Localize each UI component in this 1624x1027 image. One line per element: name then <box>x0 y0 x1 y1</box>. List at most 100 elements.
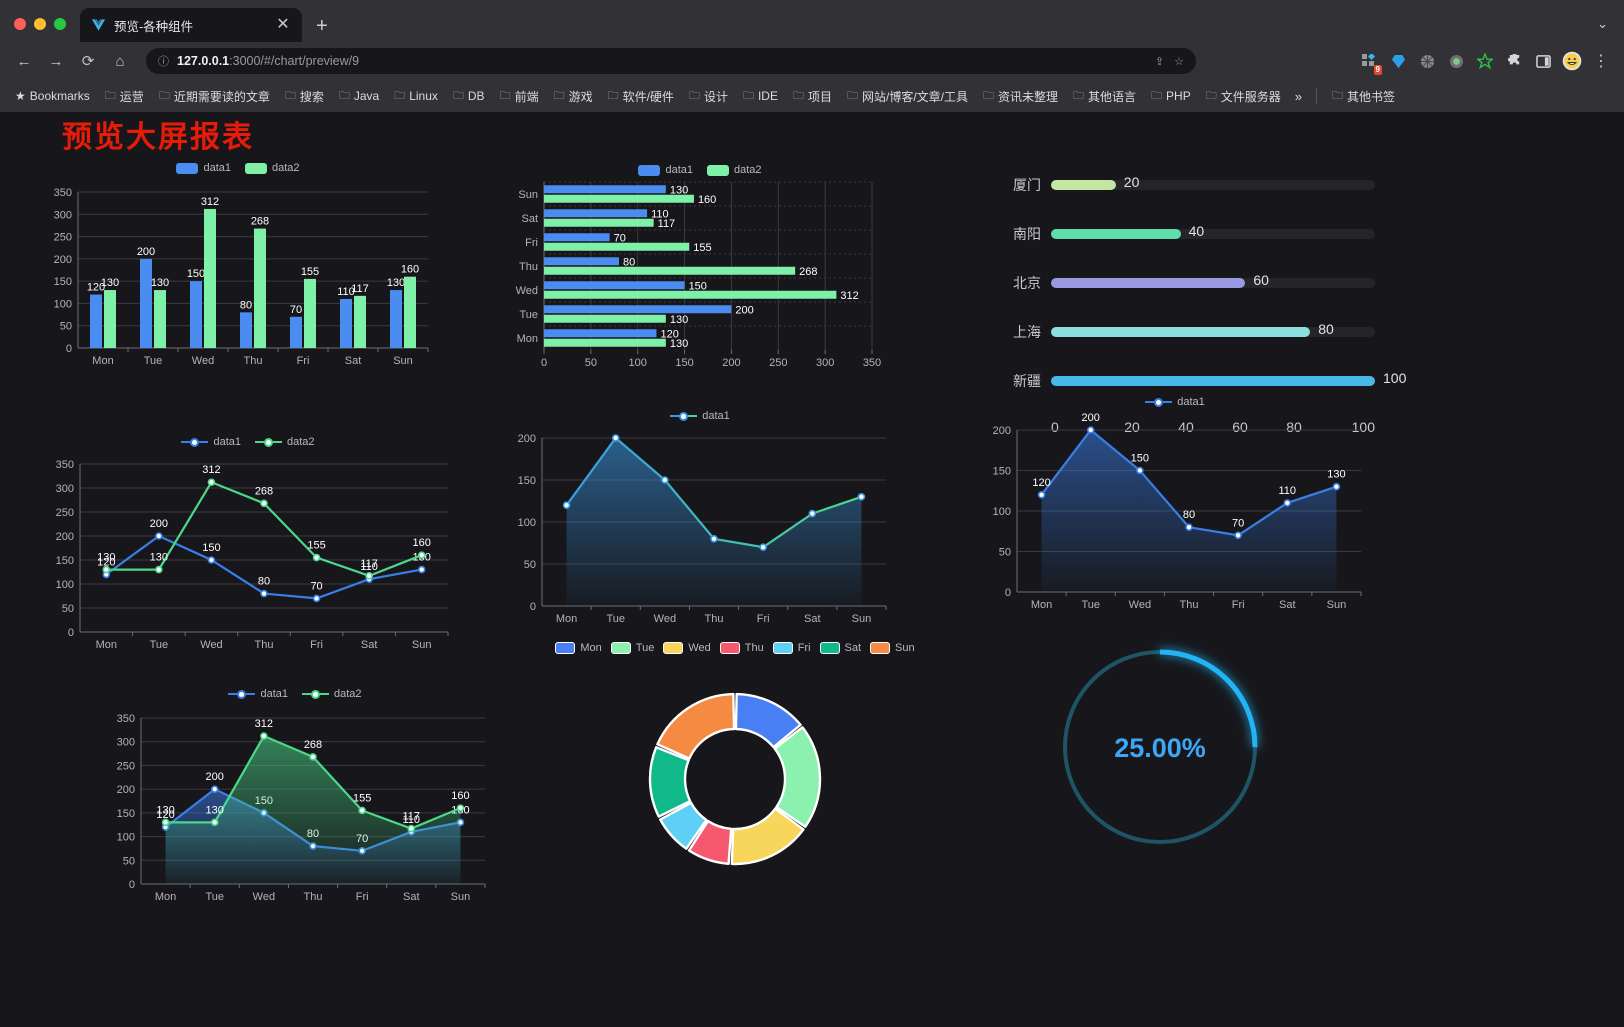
chart-legend[interactable]: data1 data2 <box>38 430 458 448</box>
legend-item-data2[interactable]: data2 <box>255 436 315 448</box>
bookmark-folder[interactable]: 🗀 PHP <box>1146 85 1196 108</box>
new-tab-button[interactable]: + <box>316 15 328 37</box>
share-icon[interactable]: ⇪ <box>1154 55 1165 68</box>
puzzle-icon[interactable] <box>1501 48 1527 74</box>
chart-line-smooth[interactable]: data1 0 50 100 150 200 Mon Tue Wed Thu Fri Sat Sun <box>500 404 900 644</box>
side-panel-icon[interactable] <box>1530 48 1556 74</box>
legend-item-data1[interactable]: data1 <box>228 688 288 700</box>
bookmark-folder[interactable]: 🗀 网站/博客/文章/工具 <box>842 85 973 108</box>
address-bar[interactable]: ⓘ 127.0.0.1:3000/#/chart/preview/9 ⇪ ☆ <box>146 48 1196 74</box>
svg-text:Sun: Sun <box>451 891 471 903</box>
legend-item-data2[interactable]: data2 <box>245 162 300 174</box>
profile-avatar-icon[interactable] <box>1559 48 1585 74</box>
bookmarks-overflow-button[interactable]: » <box>1294 88 1302 104</box>
bookmark-folder[interactable]: 🗀 Linux <box>389 85 443 108</box>
legend-swatch <box>176 162 199 174</box>
svg-text:Tue: Tue <box>519 309 538 321</box>
progress-row[interactable]: 厦门 20 <box>995 174 1375 195</box>
svg-text:350: 350 <box>863 357 881 369</box>
bookmark-folder[interactable]: 🗀 IDE <box>738 85 783 108</box>
window-expand-chevron-icon[interactable]: ⌄ <box>1597 16 1608 31</box>
svg-text:Sun: Sun <box>393 355 413 367</box>
legend-item-data2[interactable]: data2 <box>707 164 762 176</box>
legend-item-data1[interactable]: data1 <box>176 162 231 174</box>
minimize-window-button[interactable] <box>34 18 46 30</box>
chart-line-dual[interactable]: data1 data2 0 50 100 150 200 250 300 350 Mon Tue W… <box>38 430 458 670</box>
bookmark-label: DB <box>467 89 485 103</box>
progress-row[interactable]: 上海 80 <box>995 321 1375 342</box>
chart-legend[interactable]: data1 data2 <box>38 154 438 174</box>
bookmark-folder[interactable]: 🗀 软件/硬件 <box>603 85 679 108</box>
svg-text:155: 155 <box>353 792 371 804</box>
legend-item-data1[interactable]: data1 <box>181 436 241 448</box>
progress-row[interactable]: 南阳 40 <box>995 223 1375 244</box>
chart-progress-bars[interactable]: 厦门 20 南阳 40 北京 60 上海 80 新疆 100 0 20 40 60 80 100 <box>995 160 1406 436</box>
legend-item-data1[interactable]: data1 <box>638 164 693 176</box>
bookmark-folder[interactable]: 🗀 设计 <box>684 85 733 108</box>
bookmark-folder[interactable]: 🗀 Java <box>334 85 384 108</box>
legend-item-wed[interactable]: Wed <box>663 642 711 654</box>
home-button[interactable]: ⌂ <box>115 52 125 70</box>
window-controls[interactable] <box>0 18 80 42</box>
bookmark-star-icon[interactable]: ☆ <box>1174 55 1184 68</box>
legend-item-fri[interactable]: Fri <box>772 642 811 654</box>
globe-gear-icon[interactable] <box>1414 48 1440 74</box>
bookmark-folder[interactable]: 🗀 前端 <box>495 85 544 108</box>
legend-item-sat[interactable]: Sat <box>819 642 861 654</box>
chart-gauge[interactable]: 25.00% <box>1040 632 1280 882</box>
chart-donut[interactable]: Mon Tue Wed Thu Fri Sat Sun <box>520 642 950 932</box>
maximize-window-button[interactable] <box>54 18 66 30</box>
bookmark-folder[interactable]: 🗀 运营 <box>100 85 149 108</box>
bookmark-folder[interactable]: 🗀 文件服务器 <box>1201 85 1286 108</box>
extensions-grid-icon[interactable]: 9 <box>1356 48 1382 75</box>
bookmark-folder[interactable]: 🗀 其他语言 <box>1068 85 1141 108</box>
svg-text:160: 160 <box>413 537 431 549</box>
bookmark-folder[interactable]: 🗀 搜索 <box>280 85 329 108</box>
progress-row[interactable]: 北京 60 <box>995 272 1375 293</box>
chart-legend[interactable]: data1 data2 <box>95 682 495 700</box>
other-bookmarks-folder[interactable]: 🗀 其他书签 <box>1327 85 1400 108</box>
chart-legend[interactable]: data1 <box>500 404 900 422</box>
browser-tab[interactable]: 预览-各种组件 ✕ <box>80 8 302 42</box>
chart-legend[interactable]: data1 <box>975 390 1375 408</box>
bookmark-folder[interactable]: 🗀 近期需要读的文章 <box>154 85 275 108</box>
site-info-icon[interactable]: ⓘ <box>158 56 169 68</box>
green-star-icon[interactable] <box>1472 48 1498 74</box>
chart-area-single[interactable]: data1 0 50 100 150 200 Mon Tue Wed Thu Fri Sat Sun 1… <box>975 390 1375 630</box>
circle-icon[interactable] <box>1443 48 1469 74</box>
forward-button[interactable]: → <box>48 52 64 70</box>
chart-bar-vertical[interactable]: data1 data2 0 50 100 150 200 250 300 350 Mon 120 1… <box>38 154 438 384</box>
legend-item-thu[interactable]: Thu <box>719 642 764 654</box>
legend-item-data1[interactable]: data1 <box>670 410 730 422</box>
svg-text:Tue: Tue <box>144 355 163 367</box>
chart-area-dual[interactable]: data1 data2 0 50 100 150 200 250 300 350 Mon Tue W… <box>95 682 495 922</box>
legend-item-sun[interactable]: Sun <box>870 642 915 654</box>
progress-track[interactable]: 20 <box>1051 174 1375 190</box>
chart-legend[interactable]: data1 data2 <box>500 156 900 176</box>
legend-item-data2[interactable]: data2 <box>302 688 362 700</box>
progress-row[interactable]: 新疆 100 <box>995 370 1406 391</box>
close-window-button[interactable] <box>14 18 26 30</box>
bookmarks-root[interactable]: ★ Bookmarks <box>10 87 95 105</box>
bookmark-folder[interactable]: 🗀 资讯未整理 <box>978 85 1063 108</box>
legend-item-tue[interactable]: Tue <box>610 642 654 654</box>
vue-logo-icon <box>90 17 106 33</box>
progress-track[interactable]: 80 <box>1051 321 1375 337</box>
chart-legend[interactable]: Mon Tue Wed Thu Fri Sat Sun <box>520 642 950 654</box>
svg-text:120: 120 <box>660 328 678 340</box>
svg-text:Mon: Mon <box>155 891 176 903</box>
bookmark-folder[interactable]: 🗀 DB <box>448 85 490 108</box>
diamond-icon[interactable] <box>1385 48 1411 74</box>
reload-button[interactable]: ⟳ <box>81 53 95 70</box>
legend-item-data1[interactable]: data1 <box>1145 396 1205 408</box>
legend-item-mon[interactable]: Mon <box>555 642 602 654</box>
bookmark-folder[interactable]: 🗀 游戏 <box>549 85 598 108</box>
progress-track[interactable]: 100 <box>1051 370 1406 386</box>
chart-bar-horizontal[interactable]: data1 data2 0 50 100 150 200 250 300 350 Sun 130 1… <box>500 156 900 386</box>
bookmark-folder[interactable]: 🗀 项目 <box>788 85 837 108</box>
progress-track[interactable]: 40 <box>1051 223 1375 239</box>
kebab-menu-icon[interactable]: ⋮ <box>1593 53 1609 70</box>
back-button[interactable]: ← <box>16 52 32 70</box>
close-tab-icon[interactable]: ✕ <box>276 16 290 33</box>
progress-track[interactable]: 60 <box>1051 272 1375 288</box>
